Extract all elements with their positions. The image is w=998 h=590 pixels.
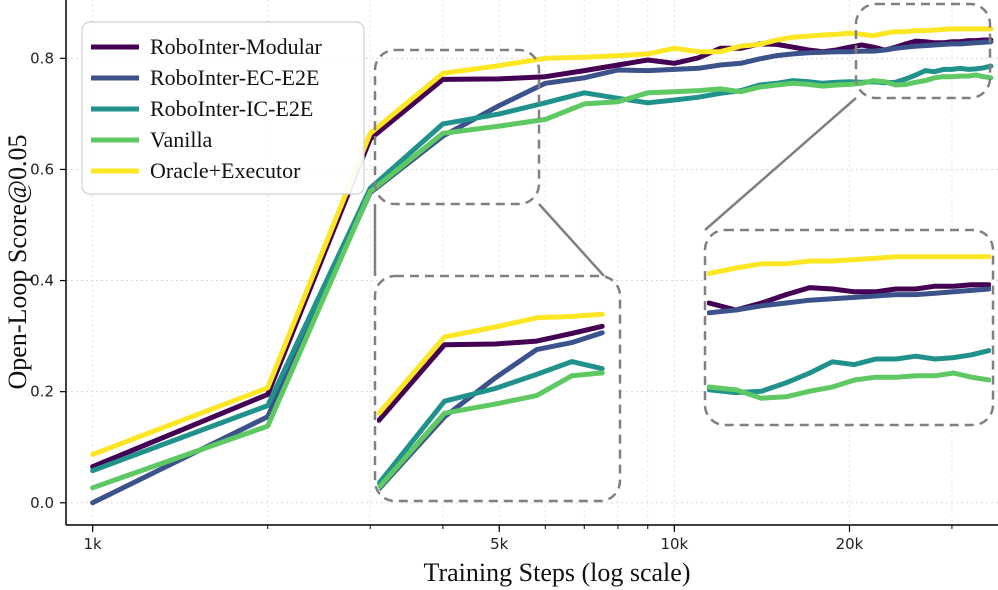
x-tick-label: 20k (836, 535, 864, 553)
inset-series-line (707, 254, 991, 277)
inset-zoom-early (377, 311, 605, 492)
inset-series-line (377, 370, 605, 490)
inset-series-line (377, 323, 605, 423)
series-line-robointer-ec-e2e (90, 39, 994, 506)
zoom-source-box (373, 48, 541, 206)
y-tick-label: 0.8 (30, 49, 54, 67)
inset-series-line (377, 311, 605, 416)
series-line-robointer-ic-e2e (90, 63, 994, 474)
y-tick-label: 0.2 (30, 383, 54, 401)
x-tick-label: 1k (84, 535, 103, 553)
zoom-callouts (373, 2, 992, 277)
legend-label: RoboInter-Modular (150, 34, 323, 59)
zoom-inset-box (703, 228, 995, 427)
legend: RoboInter-Modular RoboInter-EC-E2E RoboInt… (81, 21, 365, 195)
legend-label: Vanilla (150, 127, 213, 152)
inset-series-line (377, 359, 605, 486)
x-tick-label: 5k (490, 535, 509, 553)
legend-label: Oracle+Executor (150, 158, 301, 183)
series-line-vanilla (90, 72, 994, 491)
series-line-oracle-executor (90, 26, 994, 457)
zoom-connector (704, 97, 857, 231)
y-tick-label: 0.0 (30, 494, 54, 512)
zoom-inset-box (373, 274, 622, 503)
zoom-connector (538, 203, 605, 277)
zoom-insets (373, 228, 995, 503)
legend-label: RoboInter-IC-E2E (150, 96, 313, 121)
y-tick-label: 0.6 (30, 160, 54, 178)
y-tick-label: 0.4 (30, 272, 54, 290)
inset-zoom-late (707, 254, 991, 401)
y-axis-title: Open-Loop Score@0.05 (3, 135, 32, 390)
inset-series-line (707, 370, 991, 401)
axes: 1k 5k 10k 20k 0.0 0.2 0.4 0.6 0.8 (30, 0, 998, 553)
legend-label: RoboInter-EC-E2E (150, 65, 319, 90)
zoom-source-box (854, 2, 992, 100)
legend-box (81, 21, 365, 195)
x-axis-title: Training Steps (log scale) (424, 558, 691, 587)
inset-series-line (707, 282, 991, 313)
inset-series-line (707, 286, 991, 316)
x-tick-label: 10k (660, 535, 688, 553)
series-layer (90, 26, 994, 506)
inset-series-line (707, 348, 991, 396)
